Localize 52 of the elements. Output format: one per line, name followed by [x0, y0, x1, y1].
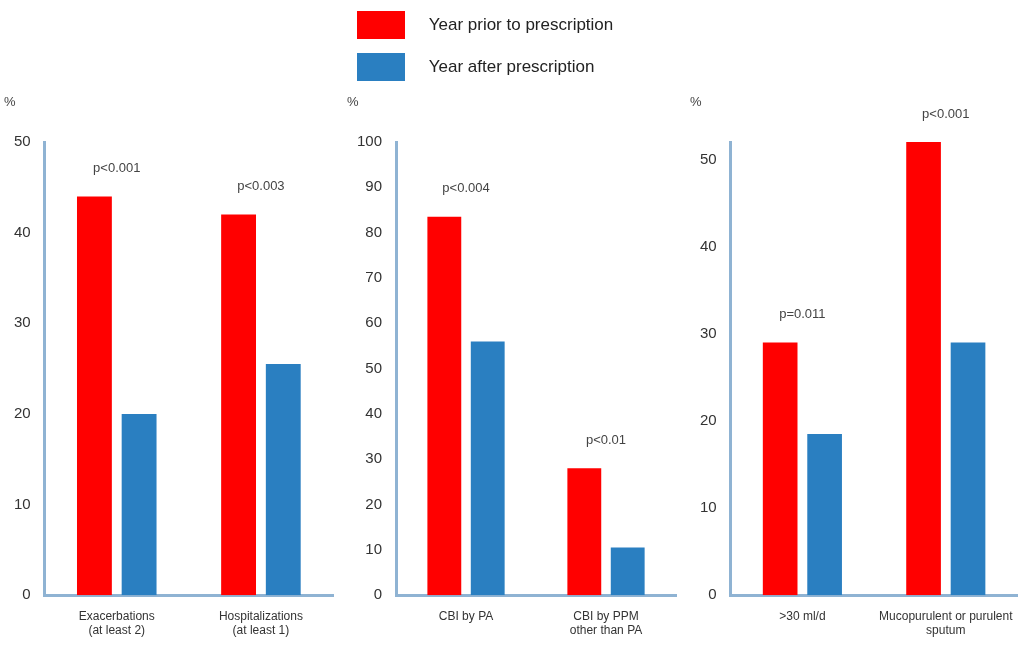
x-tick-label: Hospitalizations (at least 1) — [218, 608, 303, 638]
x-tick-label: CBI by PA — [438, 608, 494, 623]
y-tick-label: 10 — [14, 494, 31, 512]
bar — [76, 196, 112, 596]
x-tick-label: >30 ml/d — [779, 608, 826, 623]
y-tick-label: 40 — [700, 236, 717, 254]
bar — [807, 433, 842, 596]
bar — [221, 214, 257, 596]
y-tick-label: 30 — [14, 313, 31, 331]
y-tick-label: 50 — [14, 132, 31, 150]
y-tick-label: 10 — [365, 540, 383, 558]
y-tick-label: 50 — [365, 358, 383, 376]
y-tick-label: 20 — [365, 494, 383, 512]
legend-label: Year prior to prescription — [428, 15, 614, 35]
y-tick-label: 50 — [700, 149, 717, 167]
y-tick-label: 70 — [365, 268, 383, 286]
y-tick-label: 0 — [22, 585, 31, 603]
y-tick-label: 10 — [700, 498, 717, 516]
x-tick-label: CBI by PPM other than PA — [569, 608, 643, 638]
y-tick-label: 100 — [357, 132, 383, 150]
bar — [610, 547, 645, 596]
y-tick-label: 0 — [373, 585, 383, 603]
annotation: p<0.004 — [442, 180, 490, 196]
text: p<0.001 — [922, 105, 970, 121]
y-tick-label: 60 — [365, 313, 383, 331]
bar — [265, 364, 301, 596]
bar — [906, 142, 941, 596]
annotation: p=0.011 — [779, 306, 826, 322]
x-tick-label: Mucopurulent or purulent sputum — [879, 608, 1014, 638]
annotation: p<0.003 — [237, 178, 285, 194]
legend-label: Year after prescription — [428, 57, 595, 77]
y-tick-label: 90 — [365, 177, 383, 195]
y-tick-label: 20 — [700, 411, 717, 429]
y-tick-label: 30 — [700, 323, 717, 341]
bar — [427, 216, 462, 596]
y-axis-title: % — [690, 93, 702, 109]
y-tick-label: 40 — [14, 222, 31, 240]
bar — [950, 342, 986, 596]
y-tick-label: 80 — [365, 222, 383, 240]
y-tick-label: 40 — [365, 404, 383, 422]
x-tick-label: Exacerbations (at least 2) — [78, 608, 155, 638]
bar — [470, 341, 505, 596]
y-tick-label: 30 — [365, 449, 383, 467]
y-tick-label: 0 — [708, 585, 717, 603]
y-axis-title: % — [4, 93, 16, 109]
annotation: p<0.001 — [93, 159, 141, 175]
bar — [567, 468, 602, 596]
y-tick-label: 20 — [14, 404, 31, 422]
bar — [762, 342, 798, 596]
y-axis-title: % — [347, 93, 359, 109]
bar — [121, 413, 157, 596]
annotation: p<0.01 — [585, 431, 627, 447]
